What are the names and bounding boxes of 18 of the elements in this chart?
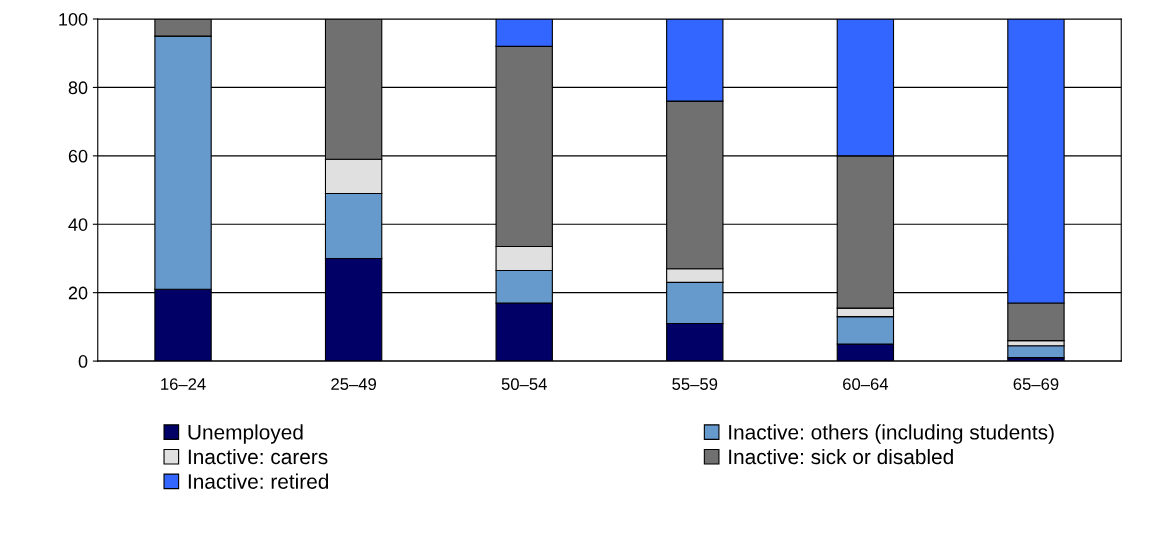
x-tick-label: 50–54: [501, 378, 547, 390]
y-tick-label: 20: [68, 286, 88, 300]
x-tick-label: 55–59: [672, 378, 718, 390]
x-tick-label: 25–49: [331, 378, 377, 390]
bar: [1007, 345, 1065, 359]
y-tick-label: 40: [68, 218, 88, 231]
y-tick-label: 100: [59, 12, 88, 26]
legend-label: Unemployed: [188, 424, 303, 444]
legend-label: Inactive: others (including students): [729, 424, 1054, 444]
x-tick-label: 65–69: [1013, 378, 1059, 390]
legend-label: Inactive: carers: [188, 448, 328, 465]
y-tick-label: 80: [68, 81, 88, 95]
x-tick-label: 16–24: [161, 378, 206, 390]
y-tick-label: 60: [68, 149, 88, 163]
x-tick-label: 60–64: [843, 378, 889, 390]
legend-label: Inactive: sick or disabled: [729, 448, 953, 465]
legend-label: Inactive: retired: [188, 473, 329, 489]
y-tick-label: 0: [78, 355, 88, 368]
